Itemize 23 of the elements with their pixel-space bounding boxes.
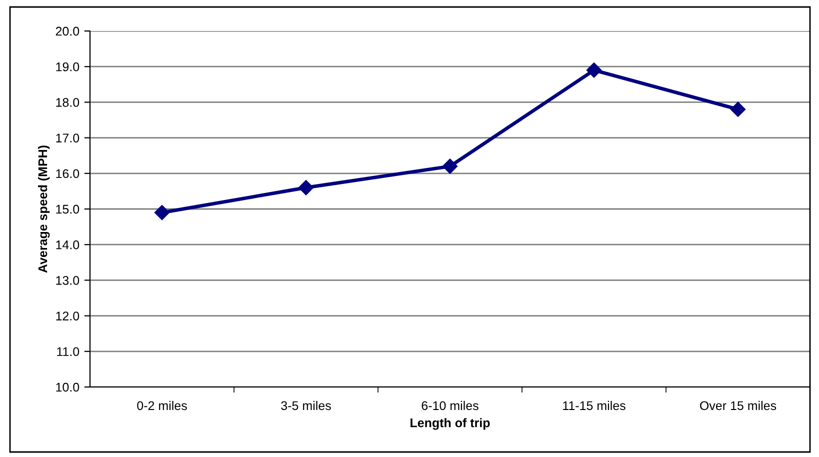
point (586, 62, 602, 78)
y-axis-title: Average speed (MPH) (38, 146, 50, 273)
x-tick-label: Over 15 miles (700, 400, 776, 410)
x-tick-label: 11-15 miles (563, 400, 626, 410)
y-tick-label: 11.0 (57, 347, 80, 356)
x-tick-label: 0-2 miles (137, 400, 187, 410)
y-tick-label: 12.0 (56, 312, 80, 320)
y-tick-label: 15.0 (56, 204, 80, 214)
point (442, 158, 458, 174)
y-tick-label: 19.0 (56, 62, 80, 72)
x-tick-label: 3-5 miles (281, 400, 331, 410)
y-tick-label: 18.0 (56, 98, 80, 107)
point (730, 102, 746, 117)
x-tick-label: 6-10 miles (422, 400, 478, 410)
y-tick-label: 10.0 (56, 382, 80, 392)
y-tick-label: 16.0 (56, 169, 80, 178)
y-tick-label: 13.0 (56, 276, 80, 285)
x-axis-title: Length of trip (410, 418, 490, 430)
y-tick-label: 14.0 (56, 240, 80, 250)
point (298, 180, 314, 196)
point (154, 204, 170, 220)
y-tick-label: 17.0 (56, 134, 80, 142)
y-tick-label: 20.0 (56, 26, 80, 36)
